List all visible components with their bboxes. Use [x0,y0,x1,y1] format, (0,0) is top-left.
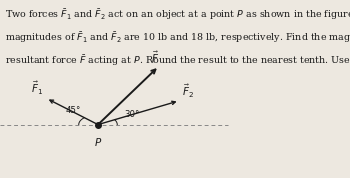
Text: magnitudes of $\bar{F}_1$ and $\bar{F}_2$ are 10 lb and 18 lb, respectively. Fin: magnitudes of $\bar{F}_1$ and $\bar{F}_2… [5,30,350,45]
Text: 45°: 45° [66,106,81,115]
Text: $\vec{F}_2$: $\vec{F}_2$ [182,82,194,100]
Text: $P$: $P$ [94,136,102,148]
Text: $\vec{F}_1$: $\vec{F}_1$ [31,80,43,97]
Text: Two forces $\bar{F}_1$ and $\bar{F}_2$ act on an object at a point $P$ as shown : Two forces $\bar{F}_1$ and $\bar{F}_2$ a… [5,7,350,22]
Text: 30°: 30° [124,110,140,119]
Text: $\vec{F}$: $\vec{F}$ [151,50,159,65]
Text: resultant force $\bar{F}$ acting at $P$. Round the result to the nearest tenth. : resultant force $\bar{F}$ acting at $P$.… [5,53,350,68]
